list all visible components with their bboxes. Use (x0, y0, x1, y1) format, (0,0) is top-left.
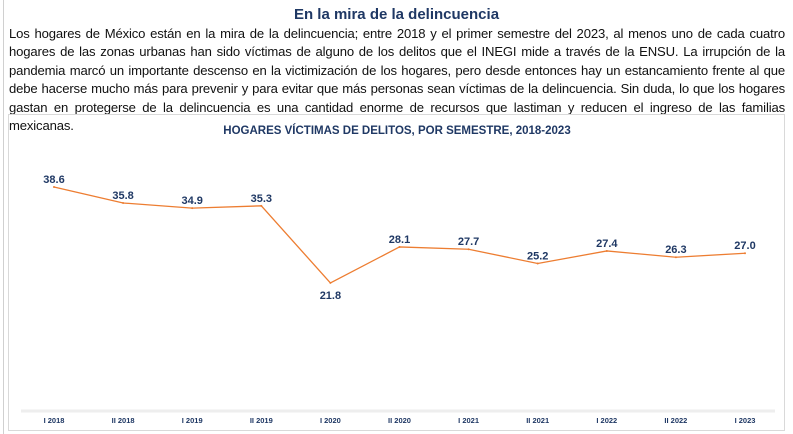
data-label: 27.7 (458, 236, 479, 248)
data-label: 28.1 (389, 234, 410, 246)
x-tick-label: I 2020 (320, 416, 341, 425)
x-tick-label: II 2020 (388, 416, 411, 425)
data-label: 21.8 (320, 290, 341, 302)
x-tick-label: II 2021 (526, 416, 549, 425)
x-tick-label: I 2021 (458, 416, 479, 425)
line-chart: HOGARES VÍCTIMAS DE DELITOS, POR SEMESTR… (21, 124, 775, 425)
x-tick-label: I 2022 (596, 416, 617, 425)
data-label: 38.6 (43, 174, 64, 186)
data-label: 26.3 (665, 244, 686, 256)
data-point (674, 256, 677, 259)
x-tick-label: I 2023 (735, 416, 756, 425)
intro-paragraph: Los hogares de México están en la mira d… (9, 26, 785, 134)
chart-container: HOGARES VÍCTIMAS DE DELITOS, POR SEMESTR… (8, 114, 785, 431)
data-point (605, 249, 608, 252)
data-label: 25.2 (527, 251, 548, 263)
data-label: 35.3 (251, 193, 272, 205)
data-point (122, 201, 125, 204)
x-tick-label: II 2022 (664, 416, 687, 425)
data-point (260, 204, 263, 207)
data-point (467, 248, 470, 251)
data-label: 35.8 (112, 190, 133, 202)
chart-title: HOGARES VÍCTIMAS DE DELITOS, POR SEMESTR… (223, 124, 570, 137)
data-point (329, 281, 332, 284)
page-border (3, 0, 4, 434)
x-tick-label: II 2019 (250, 416, 273, 425)
data-label: 34.9 (181, 195, 202, 207)
data-point (191, 207, 194, 210)
data-point (744, 252, 746, 255)
data-point (536, 262, 539, 265)
x-tick-label: II 2018 (112, 416, 135, 425)
data-point (53, 186, 55, 188)
data-label: 27.0 (734, 240, 755, 252)
x-tick-label: I 2018 (44, 416, 65, 425)
x-tick-label: I 2019 (182, 416, 203, 425)
data-label: 27.4 (596, 238, 618, 250)
page-title: En la mira de la delincuencia (293, 6, 500, 23)
data-point (398, 245, 401, 248)
